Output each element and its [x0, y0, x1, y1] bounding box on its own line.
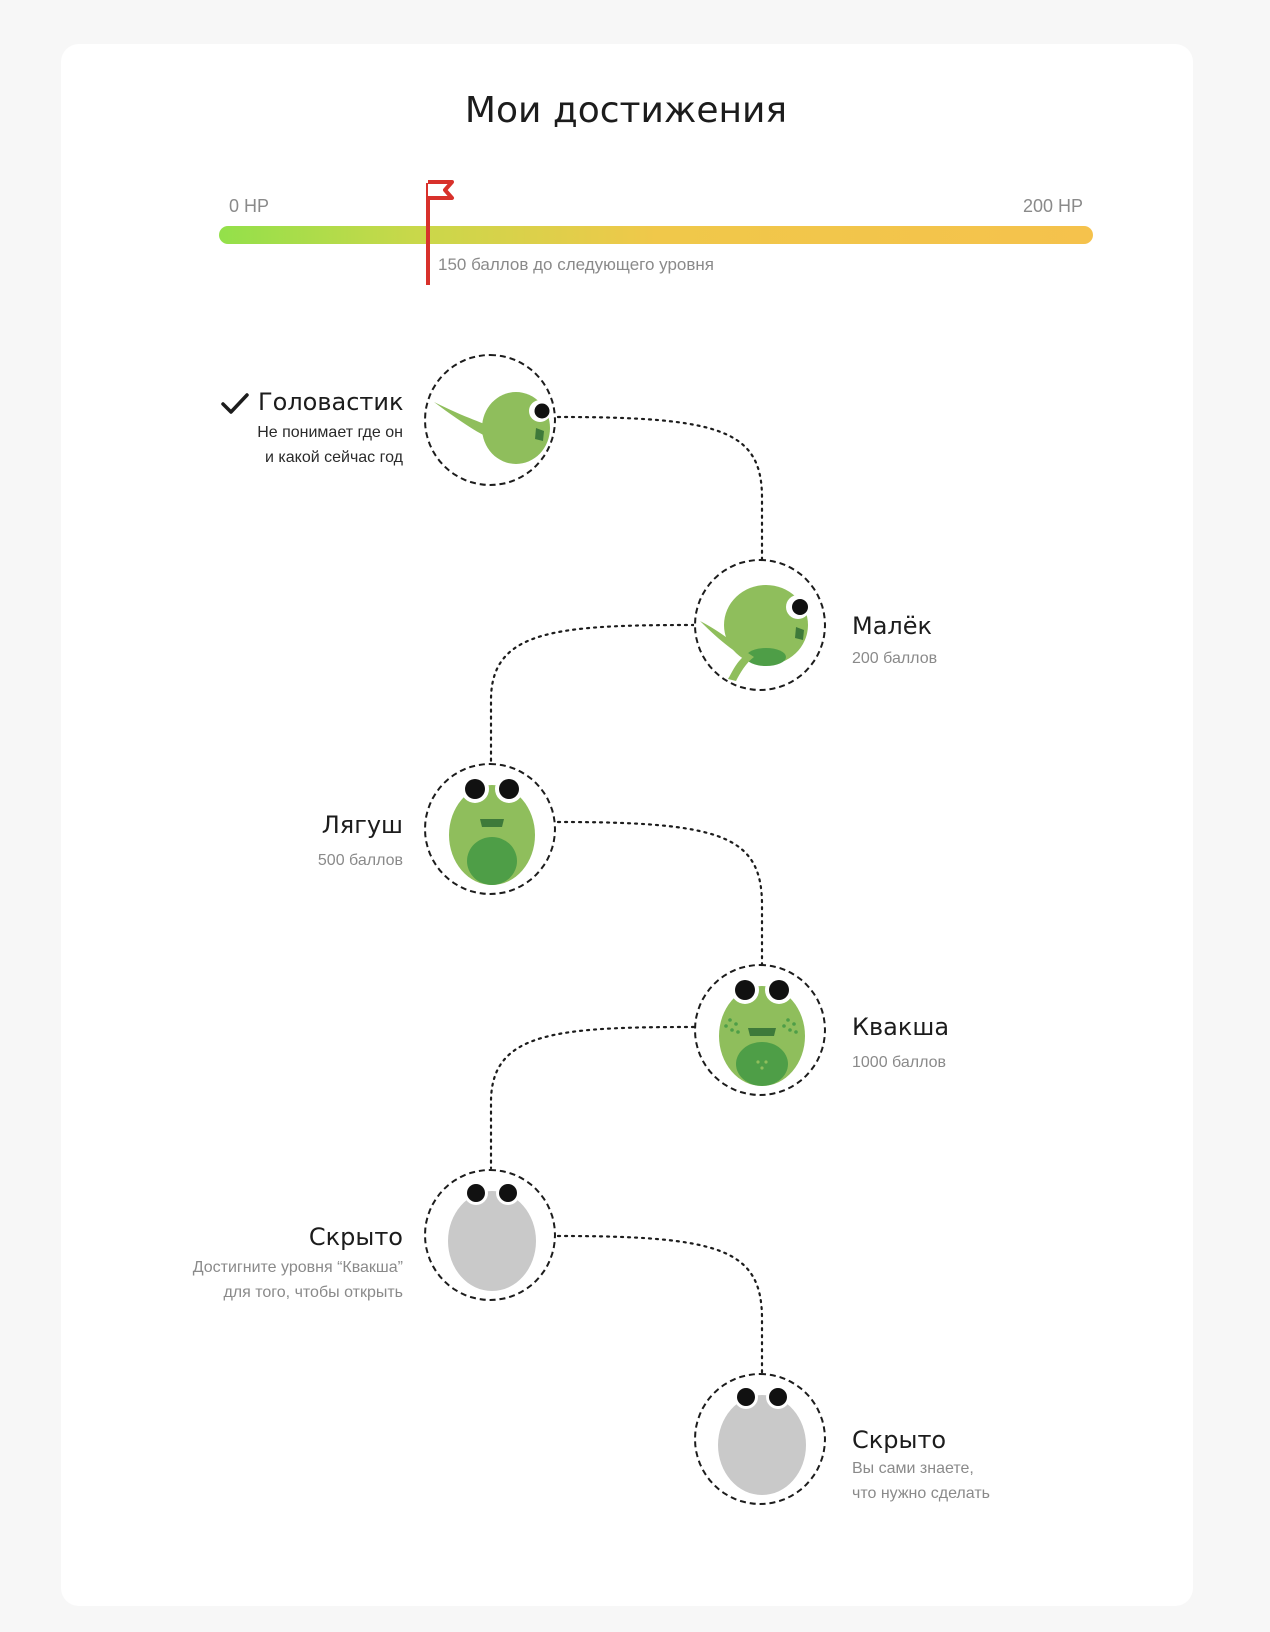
progress-remaining-text: 150 баллов до следующего уровня: [438, 255, 714, 274]
progress-max-label: 200 HP: [1023, 196, 1084, 216]
froglet-icon: [700, 585, 810, 681]
level-node-frog[interactable]: [424, 763, 556, 895]
level-name: Скрыто: [852, 1426, 947, 1454]
level-node-froglet[interactable]: [694, 559, 826, 691]
level-points: 200 баллов: [852, 650, 938, 667]
level-node-hidden-2[interactable]: [694, 1373, 826, 1505]
achievements-card: [61, 44, 1193, 1606]
level-name: Квакша: [852, 1013, 950, 1041]
progress-bar: [219, 226, 1093, 244]
page-title: Мои достижения: [464, 90, 788, 131]
level-node-tadpole[interactable]: [424, 354, 556, 486]
hidden-frog-icon: [448, 1181, 536, 1291]
level-description: Достигните уровня “Квакша” для того, что…: [192, 1259, 403, 1301]
tree-frog-icon: [719, 976, 805, 1086]
level-name: Малёк: [852, 612, 933, 640]
level-description: Не понимает где он и какой сейчас год: [257, 424, 403, 466]
flag-icon: [428, 180, 454, 200]
check-icon: [221, 393, 249, 414]
progress-marker: [426, 183, 430, 285]
frog-icon: [449, 775, 535, 885]
hidden-frog-icon: [718, 1385, 806, 1495]
level-points: 1000 баллов: [852, 1054, 946, 1071]
progress-min-label: 0 HP: [229, 196, 270, 216]
level-node-hidden-1[interactable]: [424, 1169, 556, 1301]
level-name: Скрыто: [308, 1223, 403, 1251]
level-points: 500 баллов: [317, 852, 403, 869]
level-name: Головастик: [258, 388, 404, 416]
level-name: Лягуш: [321, 811, 403, 839]
level-node-tree-frog[interactable]: [694, 964, 826, 1096]
level-description: Вы сами знаете, что нужно сделать: [852, 1460, 990, 1502]
tadpole-icon: [434, 392, 551, 464]
